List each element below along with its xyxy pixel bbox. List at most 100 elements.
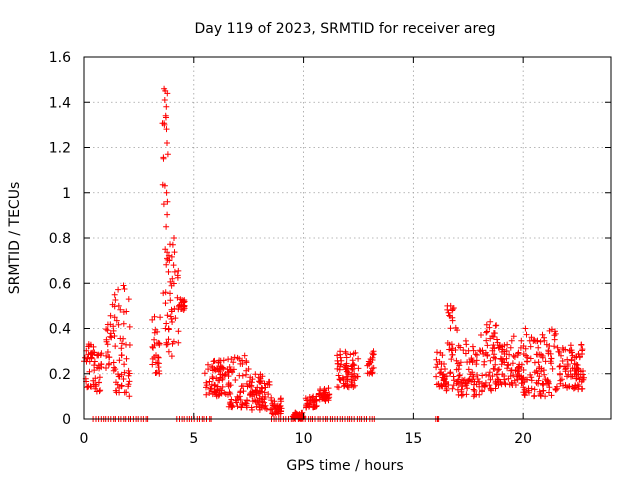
- data-point: [177, 306, 184, 312]
- y-tick-label: 1: [62, 186, 71, 202]
- data-point: [567, 342, 574, 349]
- data-point: [465, 377, 472, 384]
- data-point: [508, 337, 515, 344]
- data-point: [162, 300, 169, 307]
- data-point: [469, 376, 476, 383]
- data-point: [163, 103, 170, 110]
- data-point: [479, 372, 486, 379]
- data-point: [256, 379, 263, 386]
- data-point: [337, 351, 344, 358]
- data-point: [123, 341, 129, 348]
- data-point: [445, 309, 452, 316]
- plot-frame: [83, 56, 612, 420]
- data-point: [490, 342, 497, 348]
- data-point: [175, 339, 182, 346]
- data-point: [181, 302, 188, 309]
- data-point: [167, 297, 174, 304]
- data-point: [334, 352, 341, 359]
- data-point: [120, 282, 127, 289]
- data-point: [452, 347, 459, 353]
- data-point: [155, 339, 162, 346]
- data-point: [484, 351, 491, 358]
- data-point: [171, 249, 178, 256]
- data-point: [88, 350, 95, 357]
- data-point: [103, 338, 110, 345]
- data-point: [103, 365, 109, 371]
- data-point: [168, 253, 175, 260]
- data-point: [157, 314, 164, 321]
- data-point: [150, 344, 156, 351]
- data-point: [474, 372, 481, 378]
- data-point: [433, 356, 440, 363]
- data-point: [521, 391, 528, 398]
- data-point: [349, 362, 356, 369]
- data-point: [464, 359, 471, 366]
- data-point: [116, 389, 123, 396]
- data-point: [216, 391, 223, 398]
- data-point: [225, 369, 232, 376]
- data-point: [496, 344, 503, 351]
- data-point: [482, 379, 489, 386]
- data-point: [162, 112, 169, 119]
- data-point: [442, 366, 448, 372]
- data-point: [523, 331, 530, 338]
- data-point: [471, 381, 477, 388]
- data-point: [535, 344, 542, 351]
- data-point: [452, 324, 459, 331]
- data-point: [225, 391, 231, 398]
- data-point: [503, 355, 510, 362]
- data-point: [507, 373, 514, 380]
- data-point: [268, 397, 275, 404]
- data-point: [447, 325, 454, 332]
- data-point: [247, 391, 254, 398]
- data-point: [126, 378, 133, 385]
- data-point: [172, 315, 179, 322]
- data-point: [167, 290, 173, 297]
- data-point: [232, 377, 239, 383]
- data-point: [463, 382, 470, 389]
- data-point: [456, 372, 463, 378]
- data-point: [262, 394, 269, 400]
- data-point: [349, 379, 356, 386]
- data-point: [557, 377, 564, 384]
- data-point: [561, 363, 568, 370]
- data-point: [535, 377, 542, 384]
- data-point: [160, 155, 167, 162]
- data-point: [355, 365, 362, 372]
- data-point: [115, 321, 122, 328]
- data-point: [506, 351, 513, 358]
- data-point: [165, 336, 172, 343]
- data-point: [531, 337, 538, 344]
- data-point: [170, 338, 177, 345]
- y-tick-label: 0.8: [49, 231, 71, 247]
- data-point: [120, 309, 127, 315]
- data-point: [125, 296, 132, 303]
- data-point: [460, 347, 467, 354]
- data-point: [236, 393, 243, 400]
- data-point: [463, 391, 470, 398]
- data-point: [449, 385, 456, 392]
- data-point: [269, 402, 276, 409]
- data-point: [464, 385, 471, 392]
- data-point: [239, 361, 246, 367]
- data-point: [167, 313, 174, 320]
- data-point: [538, 365, 545, 372]
- data-point: [433, 364, 440, 371]
- tick-labels: 0 0.2 0.4 0.6 0.8 1 1.2 1.4 1.6 0 5 10 15 20: [49, 50, 532, 447]
- data-point: [554, 344, 561, 351]
- data-point: [155, 354, 162, 361]
- data-point: [170, 262, 177, 269]
- data-point: [549, 365, 556, 372]
- data-point: [542, 393, 549, 400]
- data-point: [486, 369, 493, 376]
- data-point: [238, 383, 245, 390]
- data-point: [164, 341, 171, 348]
- data-point: [440, 371, 447, 378]
- data-point: [120, 376, 127, 382]
- data-point: [512, 382, 519, 388]
- data-point: [155, 360, 162, 367]
- data-point: [239, 400, 246, 407]
- x-axis-label: GPS time / hours: [286, 458, 403, 474]
- data-point: [106, 354, 113, 361]
- data-point: [568, 373, 574, 380]
